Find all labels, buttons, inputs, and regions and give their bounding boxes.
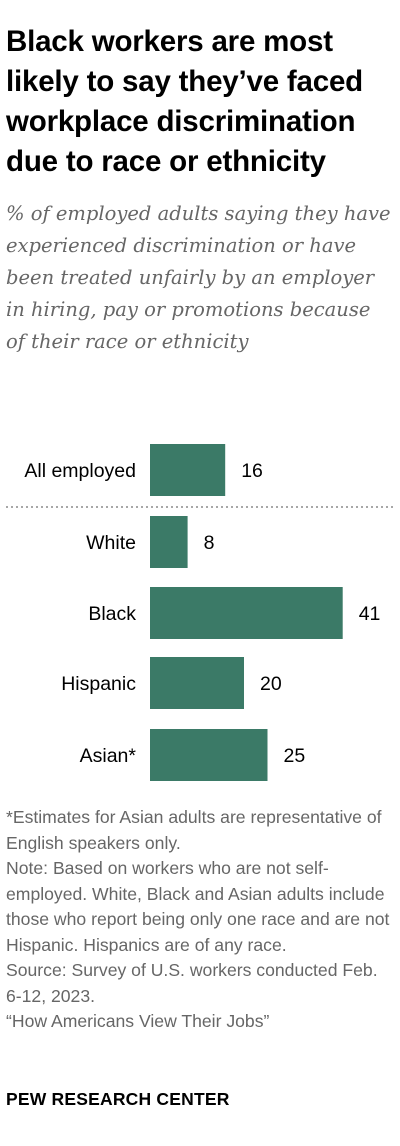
chart-notes: *Estimates for Asian adults are represen… [6,805,396,1035]
chart-title: Black workers are most likely to say the… [6,25,363,178]
bar-asian [150,729,268,781]
asterisk-note: *Estimates for Asian adults are represen… [6,807,382,853]
category-label-white: White [86,532,136,554]
category-label-hispanic: Hispanic [61,673,136,695]
bar-hispanic [150,657,244,709]
report-title: “How Americans View Their Jobs” [6,1011,270,1031]
category-label-black: Black [88,603,136,625]
value-label-white: 8 [204,532,215,554]
category-label-all-employed: All employed [24,460,136,482]
value-label-all-employed: 16 [241,460,263,482]
bar-all-employed [150,444,226,496]
source-note: Source: Survey of U.S. workers conducted… [6,960,378,1006]
value-label-black: 41 [359,603,381,625]
bar-black [150,587,343,639]
chart-subtitle: % of employed adults saying they have ex… [6,202,391,353]
value-label-asian: 25 [284,745,306,767]
value-label-hispanic: 20 [260,673,282,695]
category-label-asian: Asian* [80,745,137,767]
bar-chart: All employed 16 White 8 Black 41 Hispanic 20 Asi… [6,444,394,781]
brand-logo-text: PEW RESEARCH CENTER [6,1089,230,1109]
method-note: Note: Based on workers who are not self-… [6,858,390,955]
bar-white [150,516,188,568]
